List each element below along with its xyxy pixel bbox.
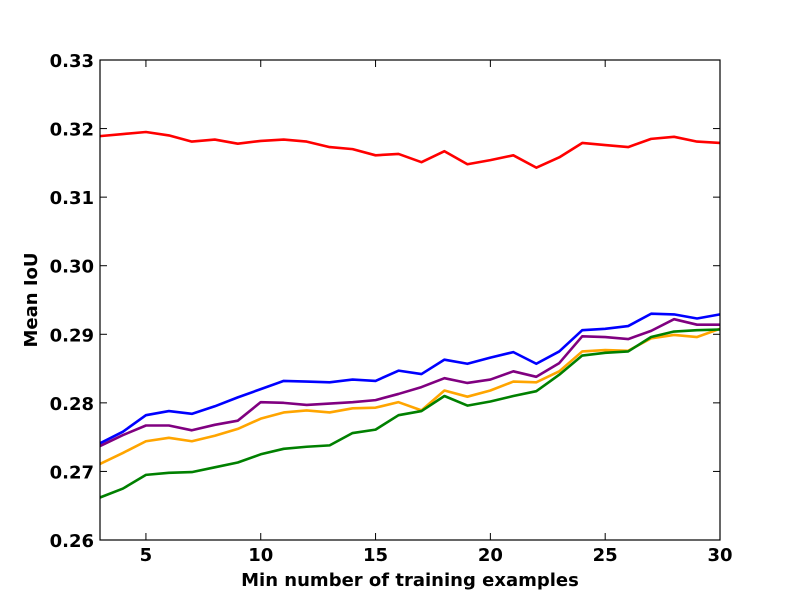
y-tick-label: 0.29 [50, 325, 94, 346]
x-tick-label: 10 [248, 545, 273, 566]
series-line-3 [99, 317, 720, 448]
series-line-2 [99, 312, 721, 445]
y-tick-label: 0.28 [50, 394, 94, 415]
y-tick-label: 0.32 [50, 120, 94, 141]
plot-frame [99, 59, 721, 541]
y-tick-label: 0.33 [50, 51, 94, 72]
series-layer [99, 130, 721, 499]
y-tick-label: 0.31 [50, 188, 94, 209]
y-axis-title: Mean IoU [21, 252, 42, 347]
x-axis: 5 10 15 20 25 30 [140, 60, 733, 566]
series-line-4 [99, 327, 721, 466]
y-tick-label: 0.30 [50, 257, 94, 278]
x-tick-label: 15 [363, 545, 388, 566]
x-axis-title: Min number of training examples [241, 570, 579, 591]
y-tick-label: 0.27 [50, 462, 94, 483]
x-tick-label: 5 [140, 545, 153, 566]
x-tick-label: 20 [478, 545, 503, 566]
x-tick-label: 25 [593, 545, 618, 566]
y-tick-label: 0.26 [50, 531, 94, 552]
x-tick-label: 30 [707, 545, 732, 566]
series-line-5 [99, 328, 721, 499]
y-axis: 0.26 0.27 0.28 0.29 0.30 0.31 0.32 0.33 [50, 51, 720, 552]
series-line-1 [99, 130, 721, 169]
